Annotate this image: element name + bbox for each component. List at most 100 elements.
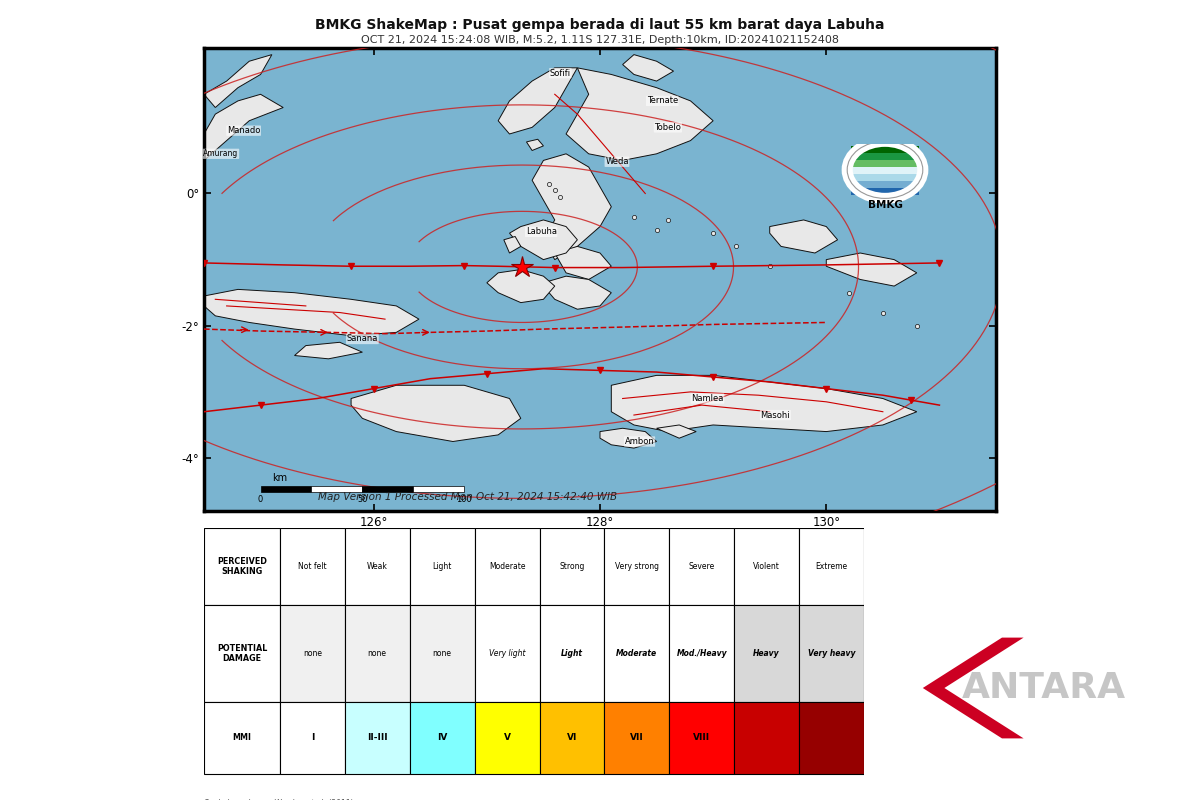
Text: Sanana: Sanana: [347, 334, 378, 343]
Polygon shape: [544, 276, 611, 310]
Text: Very strong: Very strong: [614, 562, 659, 571]
Bar: [475, 702, 540, 774]
Bar: [734, 605, 799, 702]
Bar: [605, 528, 670, 605]
Text: 100: 100: [456, 495, 472, 504]
Bar: [799, 528, 864, 605]
Bar: [204, 605, 280, 702]
Bar: [413, 486, 464, 493]
Text: Not felt: Not felt: [298, 562, 326, 571]
Polygon shape: [623, 54, 673, 81]
Bar: [475, 528, 540, 605]
Bar: [204, 528, 280, 605]
Text: Labuha: Labuha: [526, 227, 557, 236]
Text: Mod./Heavy: Mod./Heavy: [677, 649, 727, 658]
Text: Weda: Weda: [605, 158, 629, 166]
Bar: [540, 702, 605, 774]
Text: Moderate: Moderate: [617, 649, 658, 658]
Bar: [280, 702, 344, 774]
Bar: [851, 167, 919, 174]
Polygon shape: [204, 94, 283, 161]
Bar: [670, 605, 734, 702]
Bar: [204, 702, 280, 774]
Bar: [670, 528, 734, 605]
Bar: [280, 605, 344, 702]
Bar: [851, 188, 919, 195]
Text: IV: IV: [437, 734, 448, 742]
Text: Namlea: Namlea: [691, 394, 724, 403]
Text: Very heavy: Very heavy: [808, 649, 856, 658]
Text: BMKG: BMKG: [868, 200, 902, 210]
Text: Tobelo: Tobelo: [654, 123, 682, 132]
Text: Masohi: Masohi: [761, 410, 790, 419]
Polygon shape: [611, 375, 917, 431]
Text: Severe: Severe: [689, 562, 715, 571]
Bar: [409, 605, 475, 702]
Bar: [851, 153, 919, 160]
Text: km: km: [272, 473, 287, 483]
Text: BMKG ShakeMap : Pusat gempa berada di laut 55 km barat daya Labuha: BMKG ShakeMap : Pusat gempa berada di la…: [316, 18, 884, 31]
Bar: [344, 702, 409, 774]
Text: VII: VII: [630, 734, 643, 742]
Text: Extreme: Extreme: [816, 562, 847, 571]
Text: POTENTIAL
DAMAGE: POTENTIAL DAMAGE: [217, 644, 268, 663]
Bar: [734, 528, 799, 605]
Bar: [280, 528, 344, 605]
Bar: [260, 486, 312, 493]
Bar: [312, 486, 362, 493]
Bar: [605, 702, 670, 774]
Text: Map Version 1 Processed Mon Oct 21, 2024 15:42:40 WIB: Map Version 1 Processed Mon Oct 21, 2024…: [318, 492, 618, 502]
Text: Sofifi: Sofifi: [550, 69, 571, 78]
Text: VIII: VIII: [694, 734, 710, 742]
Polygon shape: [204, 54, 272, 107]
Text: Very light: Very light: [488, 649, 526, 658]
Text: none: none: [302, 649, 322, 658]
Polygon shape: [504, 237, 521, 253]
Text: Violent: Violent: [754, 562, 780, 571]
Text: 50: 50: [358, 495, 367, 504]
Polygon shape: [352, 386, 521, 442]
Bar: [851, 146, 919, 153]
Text: I: I: [311, 734, 314, 742]
Text: ANTARA: ANTARA: [962, 671, 1126, 705]
Polygon shape: [656, 425, 696, 438]
Polygon shape: [600, 428, 656, 448]
Text: Ternate: Ternate: [647, 97, 678, 106]
Bar: [851, 174, 919, 181]
Bar: [851, 181, 919, 188]
Text: 0: 0: [258, 495, 263, 504]
Text: MMI: MMI: [233, 734, 252, 742]
Text: none: none: [433, 649, 451, 658]
Polygon shape: [204, 290, 419, 336]
Polygon shape: [923, 638, 1024, 738]
Polygon shape: [498, 68, 577, 134]
Bar: [670, 702, 734, 774]
Text: OCT 21, 2024 15:24:08 WIB, M:5.2, 1.11S 127.31E, Depth:10km, ID:20241021152408: OCT 21, 2024 15:24:08 WIB, M:5.2, 1.11S …: [361, 35, 839, 45]
Text: none: none: [367, 649, 386, 658]
Polygon shape: [294, 342, 362, 359]
Text: Weak: Weak: [367, 562, 388, 571]
Bar: [540, 605, 605, 702]
Bar: [409, 702, 475, 774]
Text: PERCEIVED
SHAKING: PERCEIVED SHAKING: [217, 557, 266, 576]
Polygon shape: [532, 154, 611, 260]
Bar: [734, 702, 799, 774]
Text: II-III: II-III: [367, 734, 388, 742]
Bar: [344, 605, 409, 702]
Polygon shape: [487, 270, 554, 302]
Bar: [799, 702, 864, 774]
Circle shape: [847, 142, 923, 198]
Bar: [799, 605, 864, 702]
Bar: [409, 528, 475, 605]
Text: Strong: Strong: [559, 562, 584, 571]
Bar: [475, 605, 540, 702]
Polygon shape: [827, 253, 917, 286]
Bar: [605, 605, 670, 702]
Polygon shape: [554, 246, 611, 279]
Text: VI: VI: [566, 734, 577, 742]
Text: Heavy: Heavy: [754, 649, 780, 658]
Polygon shape: [566, 68, 713, 161]
Bar: [344, 528, 409, 605]
Bar: [851, 160, 919, 167]
Text: Light: Light: [432, 562, 452, 571]
